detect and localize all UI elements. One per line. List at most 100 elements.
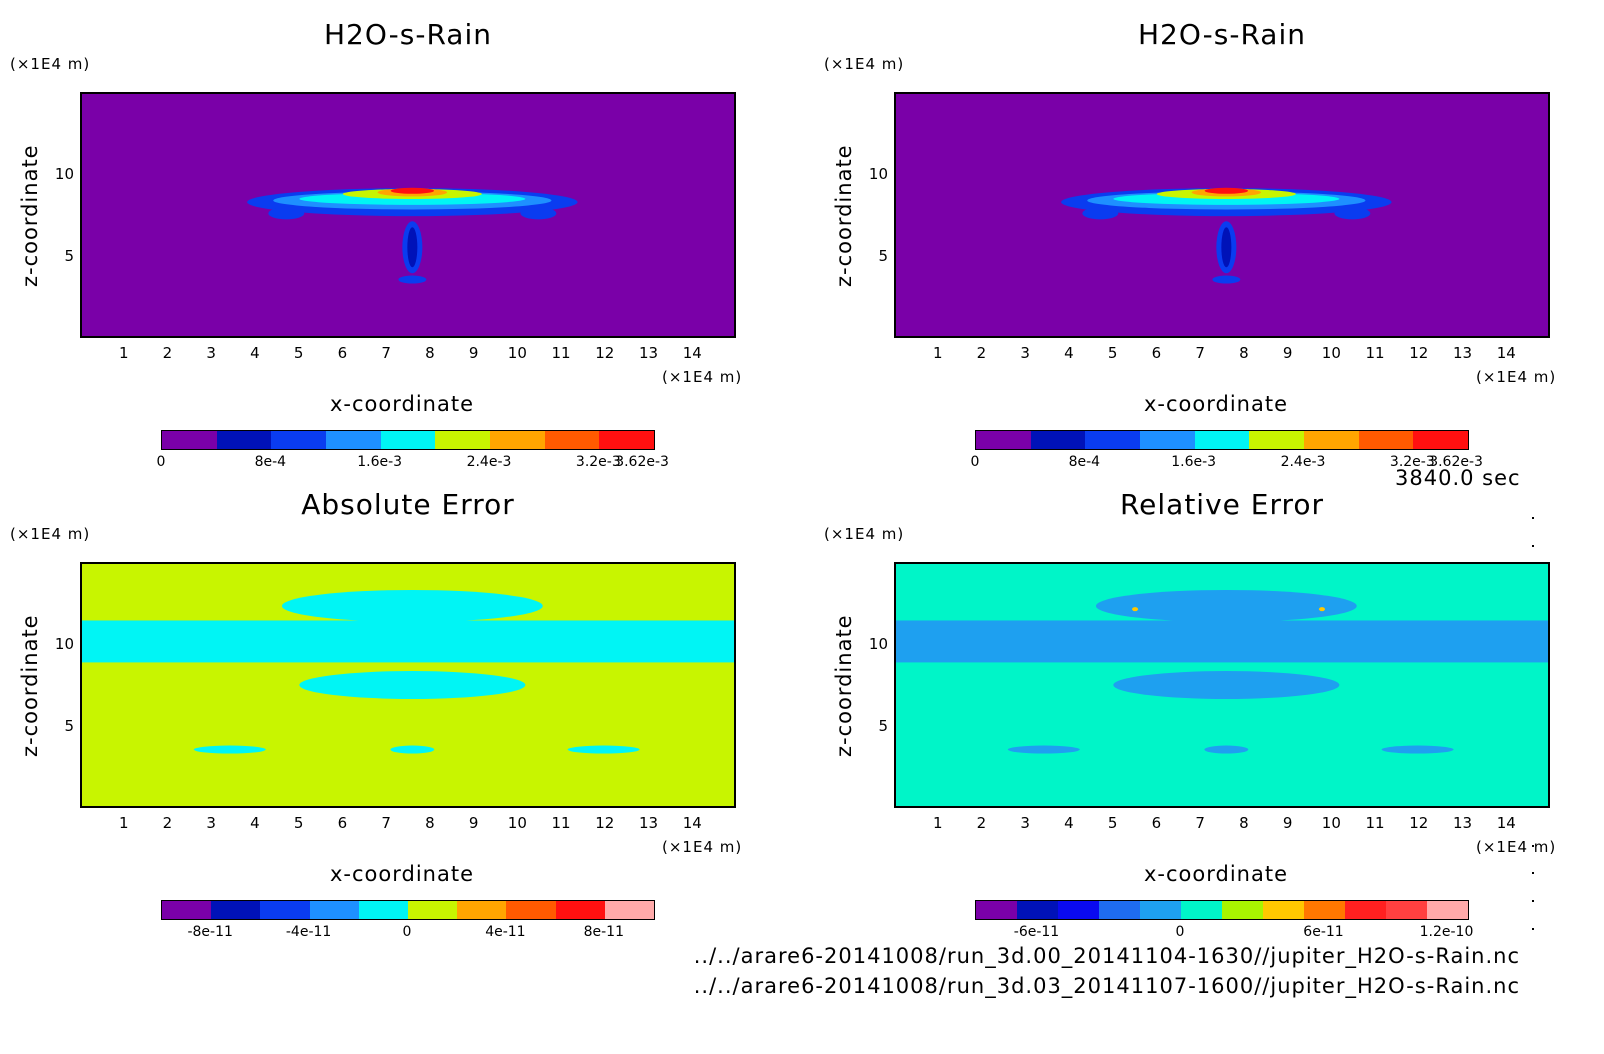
y-tick-label: 10 <box>868 635 888 653</box>
x-tick-label: 4 <box>250 814 260 832</box>
y-tick-label: 10 <box>868 165 888 183</box>
colorbar-tick-label: 1.6e-3 <box>357 454 403 470</box>
colorbar-swatch <box>1194 431 1250 449</box>
colorbar-swatch <box>976 901 1017 919</box>
colorbar-swatch <box>1386 901 1427 919</box>
colorbar-swatch <box>216 431 272 449</box>
x-axis-label: x-coordinate <box>330 862 475 886</box>
x-tick-label: 2 <box>162 814 173 832</box>
contour-region <box>193 745 266 754</box>
x-tick-label: 13 <box>638 344 659 362</box>
colorbar-swatch <box>1085 431 1141 449</box>
contour-region <box>1204 745 1249 754</box>
contour-field <box>80 562 736 808</box>
colorbar <box>161 900 655 920</box>
contour-region <box>1113 671 1340 699</box>
colorbar-tick-label: 2.4e-3 <box>466 454 512 470</box>
y-tick-label: 10 <box>54 165 74 183</box>
colorbar-tick-label: 6e-11 <box>1303 924 1344 940</box>
contour-region <box>1007 745 1080 754</box>
x-tick-label: 7 <box>381 344 391 362</box>
y-tick-label: 5 <box>878 717 888 735</box>
x-tick-label: 3 <box>1020 814 1030 832</box>
x-tick-label: 4 <box>1064 344 1074 362</box>
colorbar-tick-label: 0 <box>156 454 166 470</box>
contour-region <box>1212 275 1241 284</box>
colorbar-swatch <box>1345 901 1386 919</box>
contour-region <box>567 745 640 754</box>
contour-region <box>1132 607 1139 612</box>
x-tick-label: 5 <box>1107 344 1118 362</box>
x-tick-label: 8 <box>425 814 435 832</box>
colorbar-swatch <box>326 431 381 449</box>
y-tick-label: 10 <box>54 635 74 653</box>
x-tick-label: 2 <box>976 814 987 832</box>
colorbar-swatch <box>1181 901 1222 919</box>
contour-region <box>1221 227 1232 268</box>
colorbar-tick-label: 3.62e-3 <box>1429 454 1483 470</box>
x-tick-label: 12 <box>595 344 615 362</box>
time-label: 3840.0 sec <box>1395 466 1521 490</box>
y-unit-label: (×1E4 m) <box>824 55 905 73</box>
colorbar-tick-label: 0 <box>970 454 980 470</box>
colorbar-tick-label: 8e-4 <box>1068 454 1101 470</box>
colorbar-swatch <box>260 901 310 919</box>
y-unit-label: (×1E4 m) <box>10 525 91 543</box>
x-tick-label: 9 <box>1282 814 1293 832</box>
x-tick-label: 10 <box>1321 344 1341 362</box>
x-tick-label: 14 <box>682 814 702 832</box>
contour-region <box>520 207 557 220</box>
contour-field <box>894 562 1550 808</box>
x-tick-label: 10 <box>507 344 527 362</box>
colorbar-swatch <box>1099 901 1140 919</box>
x-tick-label: 8 <box>425 344 435 362</box>
colorbar-swatch <box>1140 431 1195 449</box>
y-axis-label: z-coordinate <box>18 614 42 757</box>
colorbar-tick-label: 8e-11 <box>583 924 624 940</box>
contour-svg <box>82 564 734 754</box>
x-tick-label: 12 <box>1409 814 1429 832</box>
colorbar-swatch <box>1358 431 1414 449</box>
x-tick-label: 11 <box>551 814 571 832</box>
x-tick-label: 9 <box>468 814 479 832</box>
colorbar-swatch <box>976 431 1031 449</box>
contour-region <box>82 620 734 663</box>
x-tick-label: 5 <box>1107 814 1118 832</box>
x-tick-label: 11 <box>551 344 571 362</box>
colorbar <box>161 430 655 450</box>
x-tick-label: 2 <box>976 344 987 362</box>
x-axis-label: x-coordinate <box>1144 392 1289 416</box>
chart-panel: Relative Error (×1E4 m) (×1E4 m) x-coordina… <box>814 470 1604 940</box>
contour-region <box>1334 207 1371 220</box>
colorbar-swatch <box>309 901 359 919</box>
contour-field <box>80 92 736 338</box>
colorbar-swatch <box>1249 431 1305 449</box>
x-tick-label: 12 <box>595 814 615 832</box>
colorbar-swatch <box>457 901 507 919</box>
colorbar-tick-label: 3.62e-3 <box>615 454 669 470</box>
stray-dot <box>1532 928 1534 930</box>
x-tick-label: 2 <box>162 344 173 362</box>
y-tick-label: 5 <box>64 717 74 735</box>
y-unit-label: (×1E4 m) <box>824 525 905 543</box>
x-tick-label: 10 <box>507 814 527 832</box>
contour-region <box>1082 207 1119 220</box>
chart-title: H2O-s-Rain <box>1137 18 1306 51</box>
colorbar-tick-label: 3.2e-3 <box>575 454 621 470</box>
contour-region <box>82 564 734 584</box>
x-tick-label: 11 <box>1365 814 1385 832</box>
chart-title: Relative Error <box>1119 488 1325 521</box>
colorbar <box>975 430 1469 450</box>
x-tick-label: 5 <box>293 814 304 832</box>
x-tick-label: 4 <box>250 344 260 362</box>
x-tick-label: 4 <box>1064 814 1074 832</box>
stray-dot <box>1532 872 1534 874</box>
file-path-2: ../../arare6-20141008/run_3d.03_20141107… <box>693 974 1520 998</box>
x-tick-label: 14 <box>1496 344 1516 362</box>
colorbar-swatch <box>1304 431 1359 449</box>
colorbar-swatch <box>211 901 261 919</box>
colorbar-swatch <box>162 901 212 919</box>
x-tick-label: 9 <box>1282 344 1293 362</box>
x-tick-label: 1 <box>932 814 943 832</box>
x-tick-label: 3 <box>206 344 216 362</box>
